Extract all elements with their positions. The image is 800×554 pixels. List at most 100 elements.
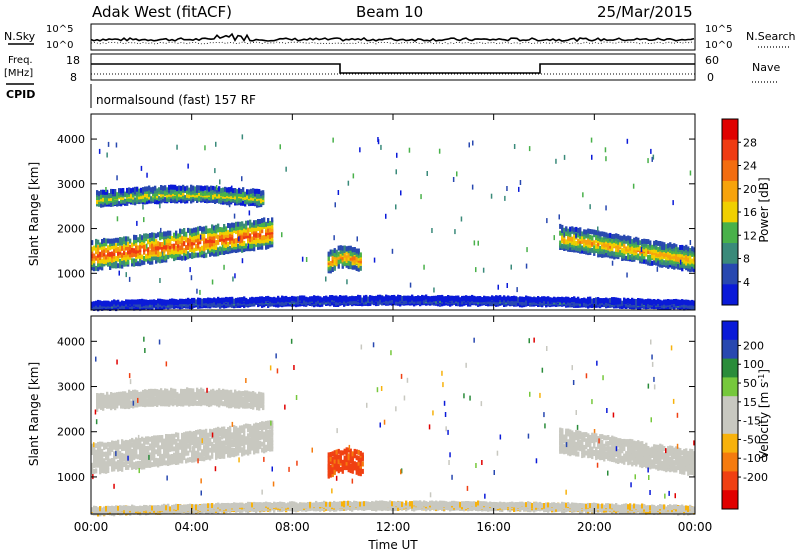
range-gate-cell <box>145 457 148 463</box>
range-gate-cell <box>225 445 228 451</box>
range-gate-cell <box>163 257 166 263</box>
range-gate-cell <box>379 294 382 300</box>
range-gate-cell <box>349 251 352 257</box>
range-gate-cell <box>206 185 209 191</box>
range-gate-cell <box>229 223 232 229</box>
range-gate-cell <box>97 299 100 305</box>
range-gate-cell <box>139 261 142 267</box>
range-gate-cell <box>209 428 212 434</box>
range-gate-cell <box>605 247 608 253</box>
range-gate-cell <box>195 237 198 243</box>
range-gate-cell <box>167 233 170 239</box>
range-gate-cell <box>115 444 118 450</box>
range-gate-cell <box>161 457 164 463</box>
range-gate-cell <box>203 436 206 442</box>
range-gate-cell <box>141 260 144 266</box>
range-gate-cell <box>179 239 182 245</box>
range-gate-cell <box>191 450 194 456</box>
range-gate-cell <box>191 297 194 303</box>
range-gate-cell <box>673 253 676 259</box>
range-gate-cell <box>144 196 147 202</box>
range-gate-cell <box>243 231 246 237</box>
range-gate-cell <box>217 296 220 302</box>
range-gate-cell <box>207 232 210 237</box>
range-gate-cell <box>203 238 206 244</box>
range-gate-cell <box>693 267 696 273</box>
range-gate-cell <box>181 249 184 255</box>
range-gate-cell <box>217 234 220 240</box>
nave-axis-bottom: 0 <box>707 71 714 84</box>
range-gate-cell <box>122 195 125 201</box>
range-gate-cell <box>180 190 183 195</box>
range-gate-cell <box>601 249 604 255</box>
range-gate-cell <box>359 265 362 271</box>
range-gate-cell <box>139 244 142 250</box>
range-gate-cell <box>115 243 118 249</box>
range-gate-cell <box>145 253 148 259</box>
range-gate-cell <box>105 258 108 264</box>
range-gate-cell <box>103 259 106 264</box>
range-gate-cell <box>161 460 164 466</box>
range-gate-cell <box>256 199 259 205</box>
range-gate-cell <box>213 231 216 237</box>
range-gate-cell <box>122 190 125 196</box>
range-gate-cell <box>118 201 121 207</box>
range-gate-cell <box>167 230 170 236</box>
range-gate-cell <box>349 296 352 302</box>
range-gate-cell <box>583 234 586 240</box>
range-gate-cell <box>197 445 200 451</box>
range-gate-cell <box>113 260 116 266</box>
range-gate-cell <box>669 245 672 251</box>
range-gate-cell <box>105 442 108 448</box>
scatter-cell <box>332 137 334 143</box>
range-gate-cell <box>593 240 596 246</box>
range-gate-cell <box>489 296 492 302</box>
range-gate-cell <box>197 226 200 232</box>
range-gate-cell <box>589 296 592 302</box>
range-gate-cell <box>675 303 678 309</box>
scatter-cell <box>247 243 250 249</box>
range-gate-cell <box>131 437 134 443</box>
scatter-cell <box>555 158 557 164</box>
range-gate-cell <box>248 189 251 195</box>
noise-axis-bottom-left: 10^0 <box>46 40 73 51</box>
range-gate-cell <box>103 442 106 448</box>
range-gate-cell <box>335 258 338 264</box>
range-gate-cell <box>559 297 562 302</box>
range-gate-cell <box>97 256 100 262</box>
range-gate-cell <box>249 297 252 303</box>
range-gate-cell <box>627 254 630 260</box>
range-gate-cell <box>593 229 596 235</box>
range-gate-cell <box>96 190 99 196</box>
range-gate-cell <box>211 231 214 237</box>
range-gate-cell <box>206 196 209 202</box>
range-gate-cell <box>331 249 334 255</box>
range-gate-cell <box>231 229 234 235</box>
range-gate-cell <box>121 466 124 472</box>
scatter-cell <box>107 141 110 147</box>
range-gate-cell <box>144 186 147 192</box>
range-gate-cell <box>173 249 176 255</box>
range-gate-cell <box>233 238 236 244</box>
range-gate-cell <box>107 454 110 460</box>
range-gate-cell <box>251 222 254 228</box>
range-gate-cell <box>183 250 186 256</box>
range-gate-cell <box>219 441 222 446</box>
range-gate-cell <box>343 256 346 262</box>
range-gate-cell <box>230 194 233 199</box>
scatter-cell <box>128 276 131 282</box>
range-gate-cell <box>143 259 146 265</box>
range-gate-cell <box>635 239 638 245</box>
range-gate-cell <box>599 252 602 258</box>
range-gate-cell <box>231 222 234 228</box>
range-gate-cell <box>238 187 241 193</box>
range-gate-cell <box>623 238 626 244</box>
range-gate-cell <box>655 248 658 254</box>
range-gate-cell <box>217 450 220 456</box>
range-gate-cell <box>197 442 200 448</box>
range-gate-cell <box>119 247 122 252</box>
range-gate-cell <box>243 247 246 252</box>
range-gate-cell <box>247 246 250 252</box>
range-gate-cell <box>139 234 142 240</box>
scatter-cell <box>333 235 335 241</box>
